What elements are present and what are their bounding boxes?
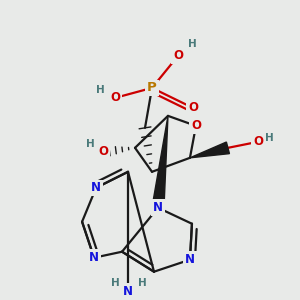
- Text: O: O: [191, 119, 201, 132]
- Text: H: H: [138, 278, 146, 288]
- Text: O: O: [253, 135, 263, 148]
- Text: H: H: [86, 139, 94, 149]
- Text: H: H: [96, 85, 104, 95]
- Text: N: N: [89, 251, 99, 264]
- Text: N: N: [153, 201, 163, 214]
- Text: O: O: [188, 101, 198, 114]
- Text: O: O: [173, 50, 183, 62]
- Text: N: N: [91, 181, 101, 194]
- Polygon shape: [190, 142, 230, 158]
- Text: N: N: [123, 285, 133, 298]
- Text: H: H: [266, 133, 274, 143]
- Text: P: P: [147, 81, 157, 94]
- Text: H: H: [188, 39, 196, 49]
- Text: O: O: [98, 145, 108, 158]
- Text: O: O: [110, 92, 120, 104]
- Text: N: N: [185, 253, 195, 266]
- Polygon shape: [152, 116, 168, 208]
- Text: H: H: [111, 278, 119, 288]
